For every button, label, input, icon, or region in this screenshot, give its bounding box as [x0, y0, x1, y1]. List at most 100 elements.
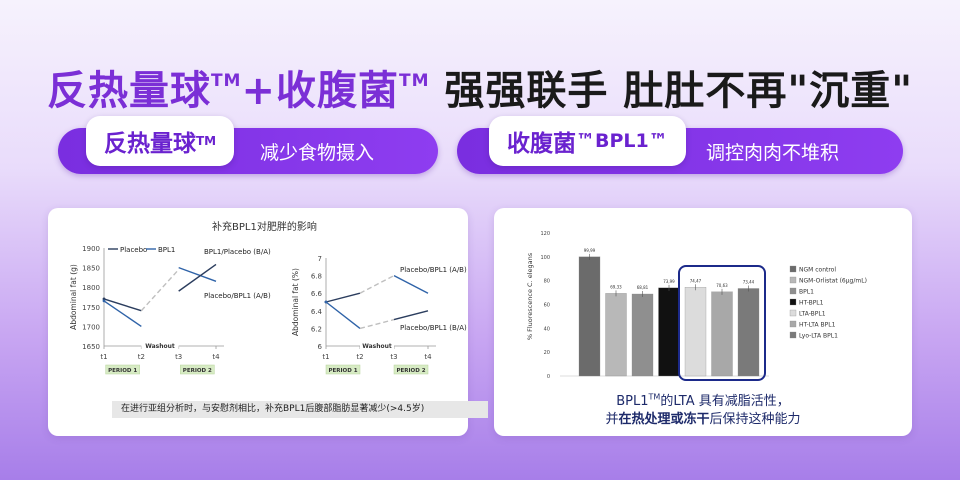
right-chart-card: 0 20 40 60 80 100 120 % Fluorescence C. elegans…	[494, 208, 912, 436]
y-tick-label: 100	[540, 255, 550, 261]
highlight-box	[678, 265, 766, 381]
legend-label: Lyo-LTA BPL1	[799, 333, 838, 340]
y-tick-label: 0	[547, 374, 550, 380]
y-tick-label: 6.8	[311, 273, 322, 281]
legend-label: HT-BPL1	[799, 300, 824, 307]
annotation-label: Placebo/BPL1 (B/A)	[400, 324, 467, 332]
note-line2-c: 后保持这种能力	[709, 412, 801, 427]
y-tick-label: 120	[540, 231, 550, 237]
data-point	[102, 299, 106, 303]
legend-label: NGM control	[799, 267, 836, 274]
washout-bg	[141, 342, 179, 350]
headline-part2: +收腹菌	[241, 68, 399, 114]
bar	[631, 293, 654, 377]
legend-swatch	[789, 309, 797, 317]
x-tick-label: t1	[100, 353, 107, 361]
legend-label: LTA-BPL1	[799, 311, 826, 318]
series-line	[393, 274, 429, 294]
bar-value-label: 69,33	[610, 284, 622, 289]
legend-swatch	[789, 276, 797, 284]
legend-swatch	[789, 265, 797, 273]
y-tick-label: 1800	[82, 284, 100, 292]
series-line	[359, 274, 395, 294]
legend-swatch	[789, 320, 797, 328]
bar-value-label: 99,99	[584, 248, 596, 253]
note-line1-rest: 的LTA 具有减脂活性，	[660, 394, 790, 409]
pill-regulate-fat: 收腹菌 ™BPL1™ 调控肉肉不堆积	[457, 116, 903, 174]
pill-tag: 收腹菌 ™BPL1™	[489, 116, 686, 166]
note-tm: TM	[648, 392, 661, 402]
legend-label: BPL1	[158, 246, 175, 254]
period-box	[180, 364, 215, 375]
series-line	[393, 310, 429, 321]
legend-label: Placebo	[120, 246, 147, 254]
pill-tag-tm: TM	[196, 134, 217, 148]
pill-tag-text: 反热量球	[104, 131, 196, 157]
x-tick-label: t1	[322, 353, 329, 361]
headline-part1: 反热量球	[46, 68, 211, 114]
y-tick-label: 20	[544, 350, 550, 356]
x-tick-label: t3	[390, 353, 397, 361]
x-tick-label: t3	[175, 353, 182, 361]
series-line	[178, 263, 217, 292]
legend-label: BPL1	[799, 289, 814, 296]
abdominal-fat-pct-chart: 6 6.2 6.4 6.6 6.8 7 t1 t2 t3 t4 Abdominal fat (%) W…	[291, 255, 467, 375]
bar-value-label: 68,81	[637, 285, 649, 290]
left-chart-card: 补充BPL1对肥胖的影响 1650 1700 1750 1800 1850 1900 t1 t…	[48, 208, 488, 436]
y-tick-label: 6.2	[311, 325, 322, 333]
bar-value-label: 70,63	[716, 283, 728, 288]
legend-swatch	[789, 298, 797, 306]
series-line	[140, 269, 180, 312]
headline-tm2: TM	[398, 71, 430, 91]
period-box	[393, 364, 429, 375]
y-tick-label: 1700	[82, 323, 100, 331]
bar-value-label: 73,44	[743, 279, 755, 284]
series-line	[103, 298, 142, 312]
data-point	[324, 300, 328, 304]
y-tick-label: 1750	[82, 304, 100, 312]
bar-value-label: 74,47	[690, 278, 702, 283]
period-box	[105, 364, 140, 375]
y-tick-label: 6	[318, 343, 323, 351]
annotation-label: BPL1/Placebo (B/A)	[204, 248, 271, 256]
x-tick-label: t2	[356, 353, 363, 361]
x-tick-label: t2	[138, 353, 145, 361]
y-tick-label: 80	[544, 279, 550, 285]
series-line	[325, 301, 361, 329]
legend-swatch	[789, 287, 797, 295]
y-axis-label: % Fluorescence C. elegans	[526, 252, 534, 340]
washout-label: Washout	[362, 343, 392, 350]
pill-tag-suffix: ™BPL1™	[576, 130, 668, 152]
left-charts-svg: 补充BPL1对肥胖的影响 1650 1700 1750 1800 1850 1900 t1 t…	[69, 220, 467, 375]
series-line	[178, 266, 217, 282]
y-tick-label: 1900	[82, 245, 100, 253]
bar	[737, 288, 760, 377]
y-tick-label: 7	[318, 255, 322, 263]
washout-bg	[360, 342, 394, 350]
headline: 反热量球TM+收腹菌TM 强强联手 肚肚不再"沉重"	[0, 58, 960, 116]
legend-swatch	[789, 331, 797, 339]
x-tick-label: t4	[212, 353, 220, 361]
period-box	[325, 364, 361, 375]
series-line	[325, 292, 361, 303]
note-bpl1: BPL1	[616, 394, 649, 409]
y-axis-label: Abdominal fat (g)	[69, 264, 78, 330]
note-line2-bold: 在热处理或冻干	[618, 412, 710, 427]
left-card-title: 补充BPL1对肥胖的影响	[212, 220, 317, 233]
pill-reduce-intake: 反热量球 TM 减少食物摄入	[58, 116, 438, 174]
right-note-line2: 并在热处理或冻干后保持这种能力	[494, 408, 912, 427]
left-card-caption: 在进行亚组分析时，与安慰剂相比，补充BPL1后腹部脂肪显著减少(>4.5岁)	[112, 401, 488, 418]
series-line	[103, 300, 142, 327]
bar-value-label: 73,99	[663, 279, 675, 284]
headline-part3: 强强联手 肚肚不再"沉重"	[429, 68, 914, 114]
fluorescence-bar-chart: 0 20 40 60 80 100 120 % Fluorescence C. elegans…	[526, 231, 867, 381]
y-tick-label: 1850	[82, 265, 100, 273]
x-tick-label: t4	[424, 353, 432, 361]
y-axis-label: Abdominal fat (%)	[291, 268, 300, 336]
pill-desc: 减少食物摄入	[260, 141, 375, 164]
abdominal-fat-g-chart: 1650 1700 1750 1800 1850 1900 t1 t2 t3 t4 Abdomina…	[69, 245, 271, 375]
annotation-label: Placebo/BPL1 (A/B)	[400, 266, 467, 274]
bar	[711, 291, 733, 377]
legend-label: NGM-Orlistat (6μg/mL)	[799, 278, 867, 285]
note-line2-a: 并	[605, 412, 619, 427]
